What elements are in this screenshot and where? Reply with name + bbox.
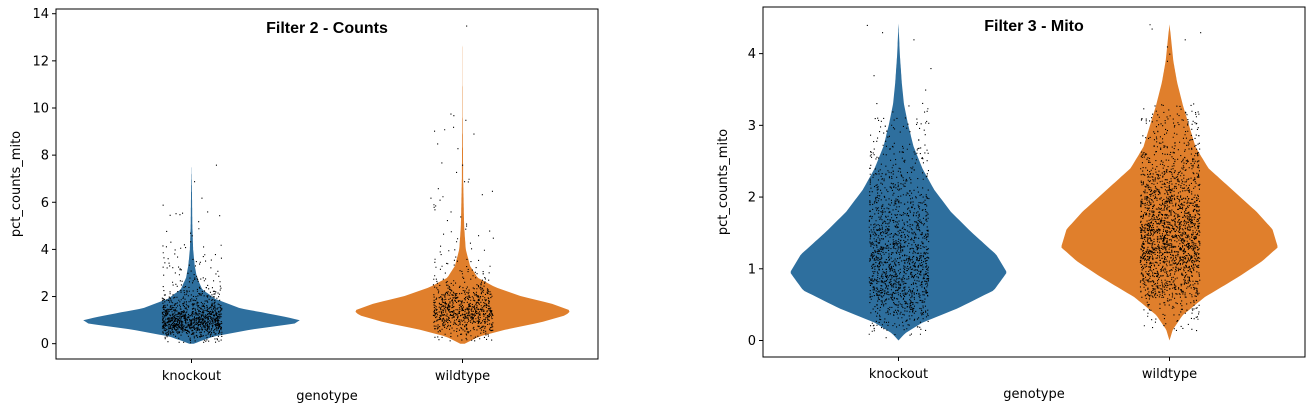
violin-group [790, 23, 1278, 341]
violin-wildtype [1061, 24, 1278, 341]
plot-frame [55, 8, 599, 360]
violin-wildtype [355, 25, 570, 344]
y-axis: 0 2 4 6 8 10 12 14 [32, 7, 56, 352]
y-tick-label: 3 [748, 119, 756, 134]
y-tick-label: 10 [32, 101, 49, 116]
points-wildtype [1139, 24, 1202, 332]
jitter-points [161, 25, 494, 344]
y-axis: 0 1 2 3 4 [748, 47, 763, 349]
y-axis-label: pct_counts_mito [716, 129, 731, 235]
violin-knockout [790, 23, 1007, 341]
y-tick-label: 4 [41, 243, 49, 258]
x-tick-label-knockout: knockout [162, 369, 221, 384]
chart-panel-filter-2: 0 2 4 6 8 10 12 14 knockout wildtype Filter 2 - … [9, 7, 599, 404]
violin-knockout [83, 164, 300, 344]
y-tick-label: 12 [32, 54, 49, 69]
points-wildtype [430, 25, 494, 342]
chart-title: Filter 2 - Counts [266, 20, 388, 37]
y-tick-label: 0 [748, 334, 756, 349]
y-tick-label: 8 [41, 149, 49, 164]
points-knockout [161, 164, 223, 344]
y-tick-label: 2 [748, 191, 756, 206]
jitter-points [866, 24, 1202, 339]
y-tick-label: 14 [32, 7, 49, 22]
violin-group [83, 25, 570, 344]
chart-title: Filter 3 - Mito [984, 18, 1084, 35]
y-tick-label: 2 [41, 290, 49, 305]
y-tick-label: 1 [748, 262, 756, 277]
y-axis-label: pct_counts_mito [9, 131, 24, 237]
y-tick-label: 6 [41, 196, 49, 211]
x-tick-label-wildtype: wildtype [1142, 367, 1197, 382]
x-axis: knockout wildtype [869, 357, 1197, 382]
x-tick-label-knockout: knockout [869, 367, 928, 382]
y-tick-label: 4 [748, 47, 756, 62]
plot-frame [762, 6, 1306, 358]
x-tick-label-wildtype: wildtype [435, 369, 490, 384]
x-axis-label: genotype [296, 389, 357, 404]
x-axis-label: genotype [1003, 387, 1064, 402]
y-tick-label: 0 [41, 337, 49, 352]
chart-panel-filter-3: 0 1 2 3 4 knockout wildtype Filter 3 - Mito g… [716, 6, 1306, 402]
x-axis: knockout wildtype [162, 359, 490, 384]
